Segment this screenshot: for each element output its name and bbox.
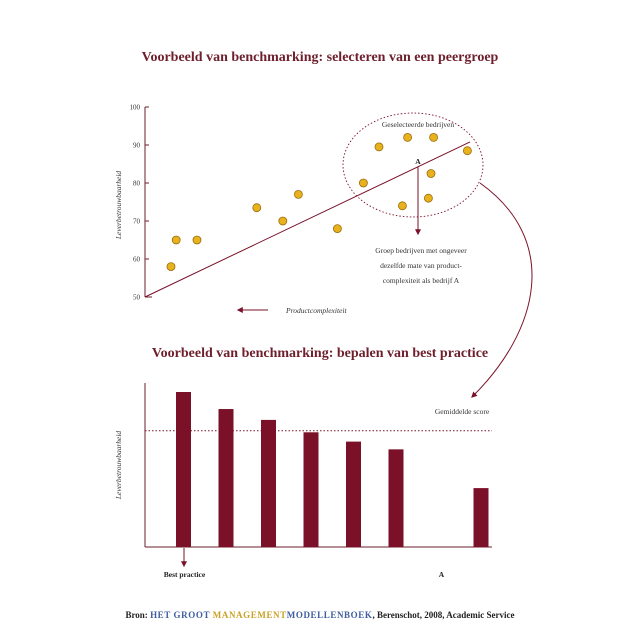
source-footer: Bron: HET GROOT MANAGEMENTMODELLENBOEK, … <box>0 610 640 620</box>
average-score-label: Gemiddelde score <box>435 407 490 416</box>
footer-suffix: , Berenschot, 2008, Academic Service <box>372 610 515 620</box>
chart1-point <box>374 142 384 152</box>
chart1-point <box>397 201 407 211</box>
chart2-bar <box>473 488 489 547</box>
chart1-y-tick-label: 100 <box>130 104 141 112</box>
chart2-bar <box>261 419 276 547</box>
footer-prefix: Bron: <box>125 610 151 620</box>
peer-note-line2: dezelfde mate van product- <box>380 261 462 270</box>
chart1-y-tick-label: 50 <box>133 294 141 302</box>
footer-book-part2: MANAGEMENT <box>212 610 287 620</box>
chart2-bars <box>176 392 489 547</box>
chart1-point <box>166 262 176 272</box>
chart2-category-labels: Best practice A <box>164 570 445 579</box>
chart1-y-axis-label: Leverbetrouwbaarheid <box>114 171 123 241</box>
chart1-point <box>429 132 439 142</box>
chart1-point <box>332 224 342 234</box>
selected-group-label: Geselecteerde bedrijven <box>382 120 454 129</box>
chart1-y-tick-label: 60 <box>133 256 141 264</box>
chart1-point <box>252 203 262 213</box>
chart1-point <box>403 132 413 142</box>
chart2-category-label: Best practice <box>164 570 206 579</box>
chart2-category-label: A <box>439 570 445 579</box>
selection-ellipse <box>342 112 484 218</box>
chart2-bar <box>388 449 404 547</box>
chart1-axes <box>144 107 152 298</box>
chart2-bar <box>176 392 191 547</box>
chart2-bar <box>218 409 234 547</box>
peer-note-line1: Groep bedrijven met ongeveer <box>375 246 467 255</box>
chart1-points <box>166 132 472 272</box>
chart2-bar <box>303 432 319 547</box>
chart1-point <box>278 216 288 226</box>
chart1-point <box>192 235 202 245</box>
chart1-y-tick-label: 90 <box>133 142 141 150</box>
chart2-title: Voorbeeld van benchmarking: bepalen van … <box>152 346 488 361</box>
chart1-x-axis-label: Productcomplexiteit <box>285 306 347 315</box>
chart2-y-axis-label: Leverbetrouwbaarheid <box>114 431 123 501</box>
chart1-point <box>423 193 433 203</box>
point-a-label: A <box>415 157 421 166</box>
chart1-y-tick-label: 80 <box>133 180 141 188</box>
chart1-point <box>426 169 436 178</box>
chart1-point <box>358 178 368 188</box>
chart2-bar <box>346 441 361 547</box>
chart1-title: Voorbeeld van benchmarking: selecteren v… <box>142 50 499 65</box>
chart1-point <box>462 146 472 156</box>
connector-arrow <box>471 182 533 398</box>
footer-book-part1: HET GROOT <box>150 610 213 620</box>
chart1-point <box>171 235 181 245</box>
chart1-y-ticks: 50 60 70 80 90 100 <box>130 104 149 302</box>
peer-note-line3: complexiteit als bedrijf A <box>383 276 460 285</box>
chart1-y-tick-label: 70 <box>133 218 141 226</box>
chart1-point <box>293 189 303 199</box>
chart1-trendline <box>144 141 471 298</box>
footer-book-part3: MODELLENBOEK <box>286 610 373 620</box>
